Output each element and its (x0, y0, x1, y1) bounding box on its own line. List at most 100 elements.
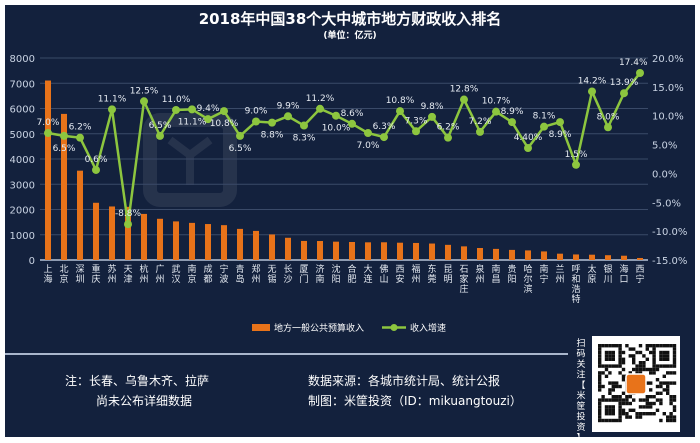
growth-point (620, 89, 628, 98)
growth-point (460, 95, 468, 104)
bar-南京 (189, 222, 195, 260)
bar-昆明 (445, 244, 451, 260)
y-left-tick-label: 3000 (10, 180, 35, 191)
bar-太原 (589, 254, 595, 260)
growth-point (524, 144, 532, 153)
growth-data-label: 10.0% (322, 124, 351, 134)
growth-point (92, 165, 100, 174)
y-left-tick-label: 7000 (10, 79, 35, 90)
category-label: 南昌 (491, 263, 500, 285)
growth-data-label: 6.5% (229, 144, 252, 154)
footer-source: 数据来源：各城市统计局、统计公报 (308, 373, 500, 388)
bar-苏州 (109, 206, 115, 260)
growth-data-label: 6.2% (437, 123, 460, 133)
category-label: 杭州 (139, 263, 148, 285)
growth-point (348, 119, 356, 128)
growth-data-label: 12.8% (450, 85, 479, 95)
growth-point (316, 104, 324, 113)
growth-point (220, 107, 228, 116)
growth-data-label: 4.40% (514, 133, 543, 143)
growth-data-label: 9.8% (421, 102, 444, 112)
growth-point (540, 122, 548, 131)
growth-data-label: 9.9% (277, 101, 300, 111)
y-left-tick-label: 1000 (10, 231, 35, 242)
growth-point (396, 107, 404, 116)
chart-background (5, 5, 695, 437)
bar-天津 (125, 206, 131, 260)
growth-point (412, 127, 420, 136)
bar-北京 (61, 113, 67, 260)
category-label: 贵阳 (507, 263, 516, 285)
growth-data-label: 8.9% (501, 107, 524, 117)
category-label: 无锡 (267, 264, 276, 285)
growth-point (156, 131, 164, 140)
bar-厦门 (301, 240, 307, 260)
growth-point (492, 107, 500, 116)
growth-data-label: 7.2% (469, 117, 492, 127)
growth-data-label: 11.1% (98, 94, 127, 104)
footer-credit: 制图：米筐投资（ID：mikuangtouzi） (308, 393, 522, 408)
growth-point (476, 127, 484, 136)
growth-data-label: 11.2% (306, 94, 335, 104)
growth-data-label: 14.2% (578, 76, 607, 86)
growth-point (76, 133, 84, 142)
legend-bar-swatch (252, 324, 270, 331)
category-label: 郑州 (251, 263, 260, 285)
category-label: 青岛 (235, 263, 244, 285)
y-right-tick-label: 5.0% (652, 141, 677, 152)
growth-data-label: 11.0% (162, 95, 191, 105)
growth-data-label: 8.0% (597, 112, 620, 122)
qr-code[interactable] (592, 336, 680, 432)
category-label: 昆明 (443, 264, 452, 285)
category-label: 银川 (603, 263, 612, 285)
growth-point (188, 105, 196, 114)
y-left-tick-label: 6000 (10, 105, 35, 116)
category-label: 南京 (187, 263, 196, 285)
footer-note-line1: 注：长春、乌鲁木齐、拉萨 (65, 373, 209, 388)
growth-point (124, 220, 132, 229)
category-label: 石家庄 (459, 265, 468, 295)
category-label: 西宁 (635, 264, 644, 285)
category-label: 佛山 (379, 263, 388, 285)
growth-point (252, 117, 260, 126)
legend-line-marker (390, 324, 398, 331)
growth-point (444, 133, 452, 142)
growth-point (556, 118, 564, 127)
y-left-tick-label: 4000 (10, 155, 35, 166)
bar-上海 (45, 80, 51, 260)
growth-point (508, 118, 516, 127)
y-right-tick-label: -15.0% (652, 256, 687, 267)
growth-point (636, 69, 644, 78)
growth-data-label: 8.8% (261, 131, 284, 141)
bar-成都 (205, 224, 211, 260)
bar-西宁 (637, 257, 643, 260)
bar-泉州 (477, 248, 483, 260)
growth-data-label: 12.5% (130, 86, 159, 96)
growth-data-label: 8.1% (533, 112, 556, 122)
y-left-tick-label: 0 (29, 256, 35, 267)
category-label: 合肥 (347, 263, 356, 285)
bar-长沙 (285, 237, 291, 260)
chart-title: 2018年中国38个大中城市地方财政收入排名 (199, 10, 502, 28)
y-right-tick-label: -5.0% (652, 198, 681, 209)
category-label: 苏州 (107, 263, 116, 285)
growth-point (364, 129, 372, 138)
bar-郑州 (253, 230, 259, 260)
qr-caption: 扫码关注【米筐投资】 (576, 337, 585, 443)
category-label: 沈阳 (331, 263, 340, 285)
growth-data-label: 6.3% (373, 122, 396, 132)
category-label: 厦门 (299, 264, 308, 285)
bar-贵阳 (509, 249, 515, 260)
bar-海口 (621, 255, 627, 260)
category-label: 长沙 (283, 263, 292, 285)
bar-银川 (605, 255, 611, 260)
growth-data-label: 0.6% (85, 155, 108, 165)
bar-福州 (413, 242, 419, 260)
bar-广州 (157, 218, 163, 260)
growth-data-label: 6.5% (149, 121, 172, 131)
y-right-tick-label: 15.0% (652, 83, 684, 94)
growth-data-label: 13.9% (610, 78, 639, 88)
y-left-tick-label: 8000 (10, 54, 35, 65)
growth-point (588, 87, 596, 96)
